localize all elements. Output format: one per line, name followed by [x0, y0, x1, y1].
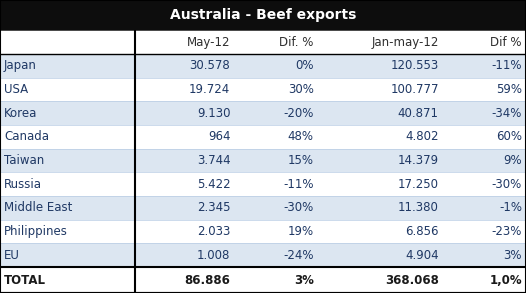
Text: 3%: 3%	[503, 249, 522, 262]
Text: 1.008: 1.008	[197, 249, 230, 262]
Text: TOTAL: TOTAL	[4, 274, 46, 287]
Text: Middle East: Middle East	[4, 201, 73, 214]
Text: 3%: 3%	[294, 274, 313, 287]
Text: 30%: 30%	[288, 83, 313, 96]
Bar	[0, 101, 526, 125]
Text: Australia - Beef exports: Australia - Beef exports	[170, 8, 356, 22]
Text: 9.130: 9.130	[197, 107, 230, 120]
Text: 6.856: 6.856	[405, 225, 439, 238]
Text: 59%: 59%	[496, 83, 522, 96]
Bar	[0, 30, 526, 54]
Bar	[0, 54, 526, 78]
Text: 40.871: 40.871	[398, 107, 439, 120]
Text: -30%: -30%	[284, 201, 313, 214]
Text: Russia: Russia	[4, 178, 42, 191]
Text: Jan-may-12: Jan-may-12	[371, 35, 439, 49]
Bar	[0, 0, 526, 30]
Text: 2.033: 2.033	[197, 225, 230, 238]
Text: 100.777: 100.777	[390, 83, 439, 96]
Text: 120.553: 120.553	[390, 59, 439, 72]
Bar	[0, 78, 526, 101]
Text: 5.422: 5.422	[197, 178, 230, 191]
Text: -24%: -24%	[283, 249, 313, 262]
Text: Canada: Canada	[4, 130, 49, 143]
Text: -34%: -34%	[492, 107, 522, 120]
Text: Philippines: Philippines	[4, 225, 68, 238]
Text: 4.802: 4.802	[405, 130, 439, 143]
Text: 15%: 15%	[288, 154, 313, 167]
Text: 11.380: 11.380	[398, 201, 439, 214]
Text: 86.886: 86.886	[185, 274, 230, 287]
Text: Dif. %: Dif. %	[279, 35, 313, 49]
Text: EU: EU	[4, 249, 20, 262]
Text: Japan: Japan	[4, 59, 37, 72]
Text: Dif %: Dif %	[491, 35, 522, 49]
Text: 0%: 0%	[295, 59, 313, 72]
Bar	[0, 149, 526, 172]
Bar	[0, 172, 526, 196]
Text: 1,0%: 1,0%	[489, 274, 522, 287]
Text: -23%: -23%	[492, 225, 522, 238]
Text: -20%: -20%	[284, 107, 313, 120]
Text: -1%: -1%	[499, 201, 522, 214]
Bar	[0, 243, 526, 267]
Text: 48%: 48%	[288, 130, 313, 143]
Bar	[0, 125, 526, 149]
Text: 3.744: 3.744	[197, 154, 230, 167]
Bar	[0, 196, 526, 220]
Text: Taiwan: Taiwan	[4, 154, 44, 167]
Text: -30%: -30%	[492, 178, 522, 191]
Text: 14.379: 14.379	[398, 154, 439, 167]
Text: 30.578: 30.578	[189, 59, 230, 72]
Text: 19.724: 19.724	[189, 83, 230, 96]
Text: 17.250: 17.250	[398, 178, 439, 191]
Text: 2.345: 2.345	[197, 201, 230, 214]
Text: -11%: -11%	[283, 178, 313, 191]
Text: 368.068: 368.068	[385, 274, 439, 287]
Text: 60%: 60%	[496, 130, 522, 143]
Text: USA: USA	[4, 83, 28, 96]
Text: May-12: May-12	[187, 35, 230, 49]
Text: 4.904: 4.904	[405, 249, 439, 262]
Bar	[0, 220, 526, 243]
Bar	[0, 267, 526, 293]
Text: 19%: 19%	[288, 225, 313, 238]
Text: 964: 964	[208, 130, 230, 143]
Text: 9%: 9%	[503, 154, 522, 167]
Text: -11%: -11%	[491, 59, 522, 72]
Text: Korea: Korea	[4, 107, 37, 120]
